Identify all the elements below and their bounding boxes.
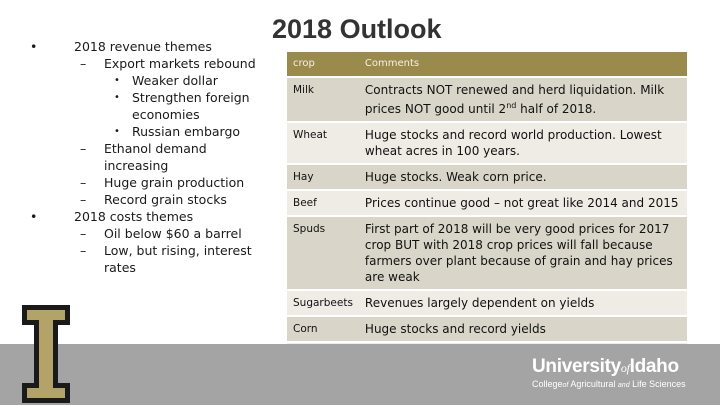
dash-icon: –: [80, 175, 87, 190]
bullet-text: 2018 revenue themes: [74, 39, 212, 54]
bullet-dot-icon: •: [114, 126, 120, 137]
bullet-text: Ethanol demand increasing: [104, 141, 207, 173]
comment-cell: Huge stocks and record yields: [358, 317, 687, 341]
sub-sub-bullet-weaker-dollar: • Weaker dollar: [104, 72, 256, 89]
dash-icon: –: [80, 226, 87, 241]
bullet-text: Oil below $60 a barrel: [104, 226, 242, 241]
bullet-revenue-themes: • 2018 revenue themes: [26, 38, 256, 55]
college-agri: Agricultural: [568, 379, 618, 389]
college-life: Life Sciences: [629, 379, 686, 389]
slide-title: 2018 Outlook: [272, 14, 442, 44]
sub-bullet-oil: – Oil below $60 a barrel: [74, 225, 256, 242]
table-row: Spuds First part of 2018 will be very goo…: [287, 217, 687, 289]
bullet-dot-icon: •: [114, 92, 120, 103]
table-row: Milk Contracts NOT renewed and herd liqui…: [287, 78, 687, 121]
table-row: Beef Prices continue good – not great lik…: [287, 191, 687, 215]
brand-wordmark: UniversityofIdaho: [532, 356, 686, 378]
bullet-text: 2018 costs themes: [74, 209, 194, 224]
sub-bullet-huge-grain: – Huge grain production: [74, 174, 256, 191]
bullet-text: Export markets rebound: [104, 56, 256, 71]
bullet-dot-icon: •: [30, 209, 38, 224]
university-brand: UniversityofIdaho Collegeof Agricultural…: [532, 356, 686, 389]
footer-band: [0, 344, 720, 405]
crop-cell: Wheat: [287, 123, 359, 163]
crop-cell: Sugarbeets: [287, 291, 359, 315]
bullet-text: Strengthen foreign economies: [132, 90, 250, 122]
college-of: of: [562, 382, 569, 389]
comment-cell: Prices continue good – not great like 20…: [358, 191, 687, 215]
bullet-text: Low, but rising, interest rates: [104, 243, 252, 275]
sub-sub-bullet-strengthen-foreign: • Strengthen foreign economies: [104, 89, 256, 123]
table-header-row: crop Comments: [287, 52, 687, 76]
brand-university: University: [532, 356, 621, 377]
idaho-i-logo-icon: [22, 305, 70, 403]
college-pre: College: [532, 379, 563, 389]
dash-icon: –: [80, 56, 87, 71]
comment-cell: Contracts NOT renewed and herd liquidati…: [358, 78, 687, 121]
sub-bullet-ethanol: – Ethanol demand increasing: [74, 140, 256, 174]
table-row: Sugarbeets Revenues largely dependent on …: [287, 291, 687, 315]
bullet-costs-themes: • 2018 costs themes: [26, 208, 256, 225]
brand-of: of: [620, 361, 630, 375]
dash-icon: –: [80, 192, 87, 207]
table-row: Wheat Huge stocks and record world produc…: [287, 123, 687, 163]
bullet-list: • 2018 revenue themes – Export markets r…: [26, 38, 256, 276]
brand-idaho: Idaho: [629, 356, 679, 377]
dash-icon: –: [80, 243, 87, 258]
bullet-dot-icon: •: [114, 75, 120, 86]
header-crop: crop: [287, 52, 359, 76]
table-row: Corn Huge stocks and record yields: [287, 317, 687, 341]
sub-bullet-export: – Export markets rebound: [74, 55, 256, 72]
comment-cell: First part of 2018 will be very good pri…: [358, 217, 687, 289]
bullet-text: Record grain stocks: [104, 192, 227, 207]
sub-bullet-interest-rates: – Low, but rising, interest rates: [74, 242, 256, 276]
comment-cell: Huge stocks and record world production.…: [358, 123, 687, 163]
bullet-text: Huge grain production: [104, 175, 245, 190]
header-comments: Comments: [358, 52, 687, 76]
crop-cell: Corn: [287, 317, 359, 341]
crop-cell: Spuds: [287, 217, 359, 289]
comment-cell: Revenues largely dependent on yields: [358, 291, 687, 315]
sub-bullet-record-grain: – Record grain stocks: [74, 191, 256, 208]
college-and: and: [617, 382, 630, 389]
bullet-text: Weaker dollar: [132, 73, 218, 88]
dash-icon: –: [80, 141, 87, 156]
bullet-dot-icon: •: [30, 39, 38, 54]
table-row: Hay Huge stocks. Weak corn price.: [287, 165, 687, 189]
bullet-text: Russian embargo: [132, 124, 241, 139]
comment-cell: Huge stocks. Weak corn price.: [358, 165, 687, 189]
outlook-table: crop Comments Milk Contracts NOT renewed …: [287, 50, 687, 369]
college-name: Collegeof Agricultural and Life Sciences: [532, 379, 686, 389]
crop-cell: Hay: [287, 165, 359, 189]
crop-cell: Milk: [287, 78, 359, 121]
sub-sub-bullet-russian-embargo: • Russian embargo: [104, 123, 256, 140]
crop-cell: Beef: [287, 191, 359, 215]
